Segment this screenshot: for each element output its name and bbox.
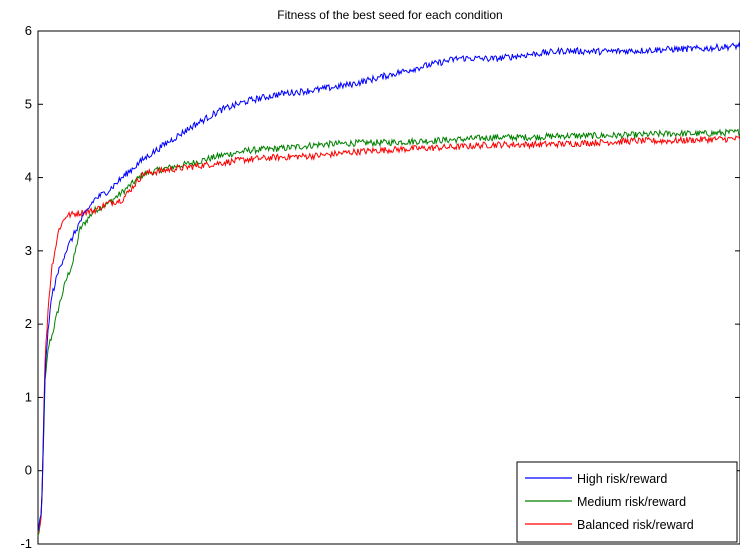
y-tick-label: 0 [25,463,32,478]
legend-box [516,461,738,543]
y-tick-label: 3 [25,243,32,258]
y-tick-label: 6 [25,23,32,38]
series-line [37,41,740,532]
y-tick-label: 5 [25,96,32,111]
plot-frame [37,30,740,545]
y-tick-label: 2 [25,316,32,331]
legend-label: Balanced risk/reward [577,518,694,532]
axes: -1 0 1 2 3 4 5 6 [20,23,740,551]
y-tick-label: 4 [25,170,32,185]
series-line [37,128,740,536]
legend-label: High risk/reward [577,472,667,486]
legend-label: Medium risk/reward [577,495,686,509]
chart-title: Fitness of the best seed for each condit… [277,8,502,22]
y-tick-label: 1 [25,389,32,404]
series-line [37,135,740,534]
series-lines [37,41,740,536]
legend: High risk/reward Medium risk/reward Balanc… [516,461,738,543]
y-tick-label: -1 [20,536,32,551]
